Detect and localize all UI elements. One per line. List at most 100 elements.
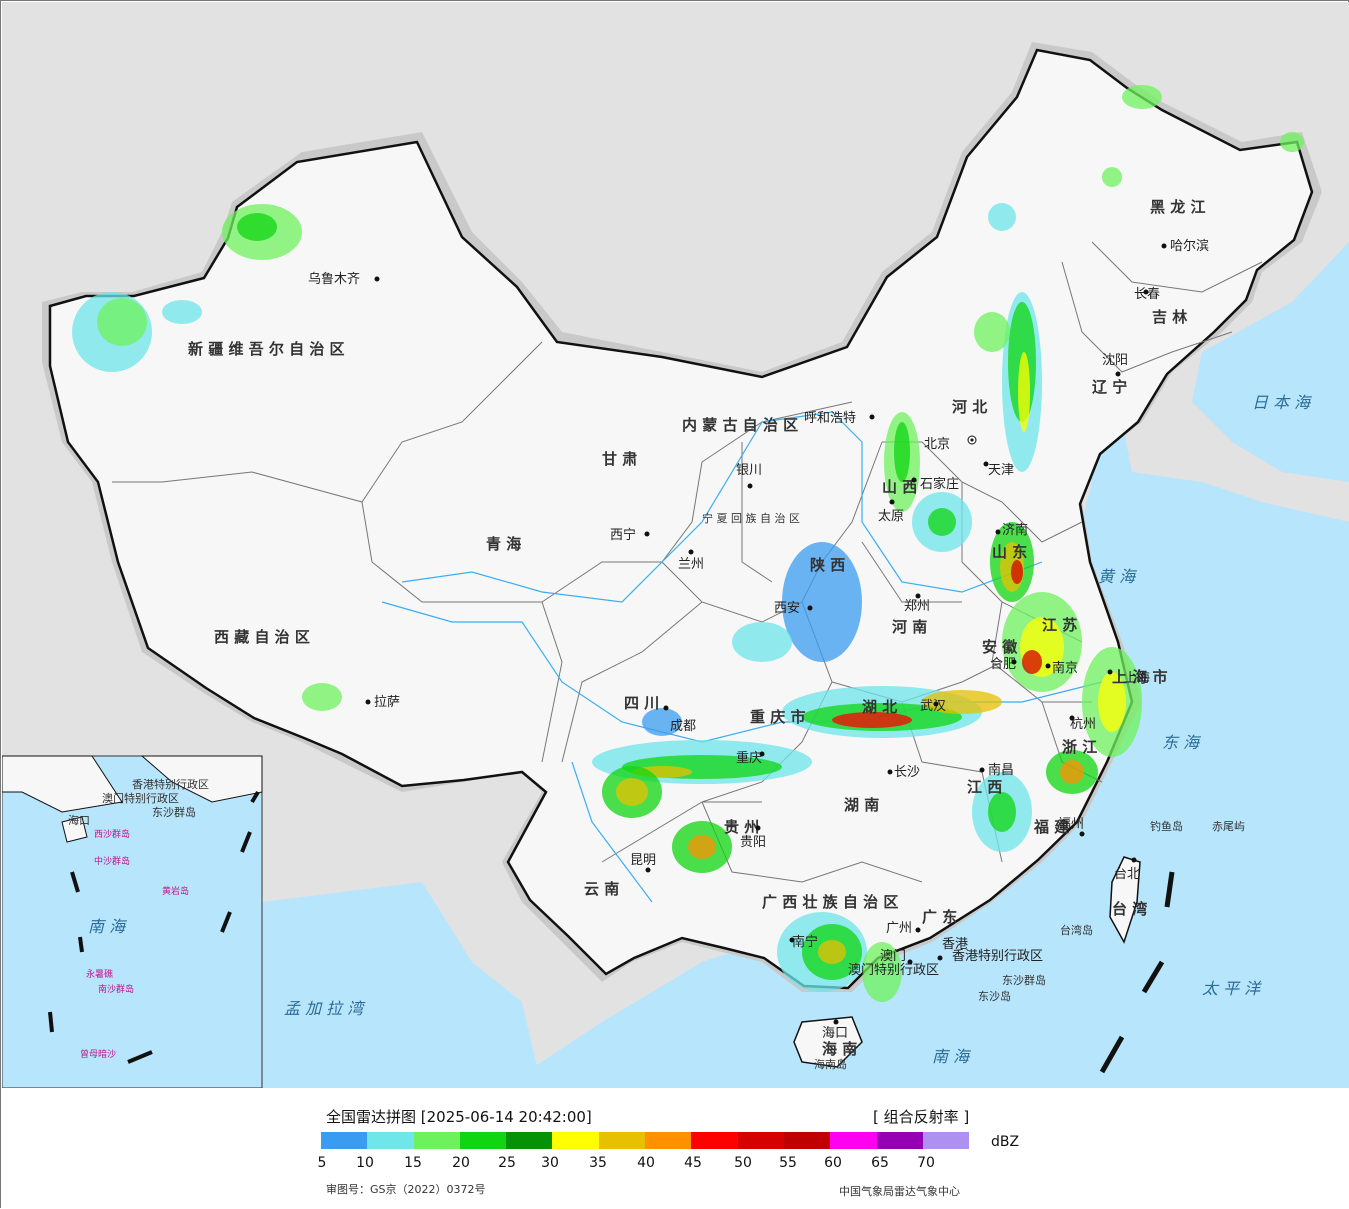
- city-hefei: 合肥: [990, 657, 1016, 672]
- radar-echo: [832, 712, 912, 728]
- hainan-island: [793, 1016, 863, 1068]
- color-swatch: [783, 1132, 831, 1149]
- label-henan: 河 南: [892, 618, 927, 636]
- city-urumqi: 乌鲁木齐: [308, 271, 360, 287]
- city-shanghai: 上海: [1124, 671, 1150, 686]
- label-anhui: 安 徽: [982, 638, 1018, 656]
- label-hebei: 河 北: [952, 398, 987, 416]
- legend-title: 全国雷达拼图 [2025-06-14 20:42:00]: [326, 1108, 592, 1126]
- label-hunan: 湖 南: [844, 796, 879, 814]
- tick-label: 10: [356, 1155, 374, 1171]
- inset-south-sea: 南 海: [88, 917, 127, 936]
- label-shanxi: 山 西: [882, 478, 917, 496]
- label-ningxia: 宁 夏 回 族 自 治 区: [702, 511, 800, 525]
- island-dongsha-group: 东沙群岛: [1002, 973, 1046, 987]
- island-dongsha: 东沙岛: [978, 989, 1011, 1003]
- color-swatch: [598, 1132, 646, 1149]
- label-hubei: 湖 北: [862, 698, 897, 716]
- radar-echo: [1098, 672, 1126, 732]
- inset-labels: 南 海 中沙群岛 黄岩岛 西沙群岛 永暑礁 南沙群岛 曾母暗沙 东沙群岛 海口 …: [68, 777, 209, 1060]
- radar-echo: [928, 508, 956, 536]
- label-yunnan: 云 南: [584, 880, 619, 898]
- label-hainan: 海 南: [822, 1040, 857, 1058]
- color-swatch: [876, 1132, 923, 1149]
- city-xian: 西安: [774, 601, 800, 616]
- organization-label: 中国气象局雷达气象中心: [839, 1185, 960, 1198]
- sea-area: [502, 362, 1349, 1088]
- label-shanghai: 上 海 市: [1112, 668, 1167, 686]
- city-changchun: 长春: [1134, 287, 1160, 302]
- radar-echo: [1122, 85, 1162, 109]
- label-jiangsu: 江 苏: [1042, 616, 1077, 634]
- inset-dongsha: 东沙群岛: [152, 805, 196, 819]
- city-xining: 西宁: [610, 527, 636, 543]
- tick-label: 60: [824, 1155, 842, 1171]
- radar-echo: [237, 213, 277, 241]
- radar-echo: [302, 683, 342, 711]
- label-qinghai: 青 海: [486, 535, 521, 553]
- city-haikou: 海口: [822, 1026, 848, 1041]
- radar-echo: [1022, 650, 1042, 674]
- city-taipei: 台北: [1114, 867, 1140, 882]
- taiwan-island: [1109, 856, 1141, 944]
- city-fuzhou: 福州: [1058, 817, 1084, 832]
- label-gansu: 甘 肃: [602, 450, 637, 468]
- city-wuhan: 武汉: [920, 699, 946, 714]
- radar-echo: [97, 298, 147, 346]
- sea-japan: 日 本 海: [1252, 393, 1312, 412]
- product-type-label: [ 组合反射率 ]: [873, 1108, 970, 1126]
- sea-yellow: 黄 海: [1098, 567, 1137, 586]
- label-chongqing: 重 庆 市: [750, 708, 805, 726]
- tick-label: 55: [779, 1155, 797, 1171]
- tick-label: 5: [317, 1155, 327, 1171]
- tick-label: 40: [637, 1155, 655, 1171]
- radar-echo: [862, 942, 902, 1002]
- color-swatch: [552, 1132, 599, 1149]
- city-nanjing: 南京: [1052, 660, 1078, 676]
- china-map[interactable]: 新 疆 维 吾 尔 自 治 区 西 藏 自 治 区 青 海 甘 肃 内 蒙 古 …: [2, 2, 1349, 1088]
- color-swatch: [459, 1132, 507, 1149]
- sea-south: 南 海: [932, 1047, 971, 1066]
- legend-panel: 全国雷达拼图 [2025-06-14 20:42:00] [ 组合反射率 ] d…: [1, 1088, 1349, 1209]
- map-area[interactable]: 新 疆 维 吾 尔 自 治 区 西 藏 自 治 区 青 海 甘 肃 内 蒙 古 …: [2, 2, 1349, 1088]
- label-macau-sar: 澳门特别行政区: [848, 962, 939, 978]
- scale-tick-labels: 5 10 15 20 25 30 35 40 45 50 55 60 65 70: [1, 1155, 1349, 1173]
- city-changsha: 长沙: [894, 765, 920, 780]
- city-nanning: 南宁: [792, 934, 818, 950]
- color-swatch: [367, 1132, 414, 1149]
- nine-dash-line: [1099, 871, 1175, 1074]
- island-diaoyu: 钓鱼岛: [1150, 819, 1183, 833]
- island-labels: 钓鱼岛 赤尾屿 台湾岛 东沙群岛 东沙岛 海南岛 香港特别行政区 澳门特别行政区: [814, 819, 1245, 1071]
- city-lhasa: 拉萨: [374, 695, 400, 710]
- tick-label: 20: [452, 1155, 470, 1171]
- radar-echo: [818, 940, 846, 964]
- color-swatch: [413, 1132, 460, 1149]
- label-liaoning: 辽 宁: [1092, 378, 1127, 396]
- radar-echo: [1102, 167, 1122, 187]
- sea-pacific: 太 平 洋: [1202, 979, 1262, 998]
- label-fujian: 福 建: [1033, 818, 1070, 836]
- radar-echo: [988, 792, 1016, 832]
- label-zhejiang: 浙 江: [1062, 738, 1097, 756]
- sea-bengal: 孟 加 拉 湾: [284, 999, 366, 1018]
- label-shaanxi: 陕 西: [810, 556, 845, 574]
- radar-echo: [1011, 560, 1023, 584]
- city-labels: 乌鲁木齐 拉萨 西宁 兰州 银川 呼和浩特 北京 天津 石家庄 太原 济南 郑州…: [308, 238, 1209, 1041]
- tick-label: 35: [589, 1155, 607, 1171]
- radar-echo: [162, 300, 202, 324]
- city-guiyang: 贵阳: [740, 835, 766, 850]
- city-macau: 澳门: [880, 948, 906, 964]
- city-shenyang: 沈阳: [1102, 353, 1128, 368]
- inset-yongshu: 永暑礁: [86, 968, 113, 980]
- radar-echo: [616, 778, 648, 806]
- label-taiwan: 台 湾: [1112, 900, 1147, 918]
- tick-label: 30: [541, 1155, 559, 1171]
- city-shijiazhuang: 石家庄: [920, 476, 959, 492]
- city-hongkong: 香港: [942, 937, 968, 952]
- inset-zengmu: 曾母暗沙: [80, 1048, 116, 1060]
- radar-echo: [922, 690, 1002, 714]
- radar-echoes: [72, 85, 1304, 1002]
- inset-nansha: 南沙群岛: [98, 983, 134, 995]
- label-jiangxi: 江 西: [967, 778, 1002, 796]
